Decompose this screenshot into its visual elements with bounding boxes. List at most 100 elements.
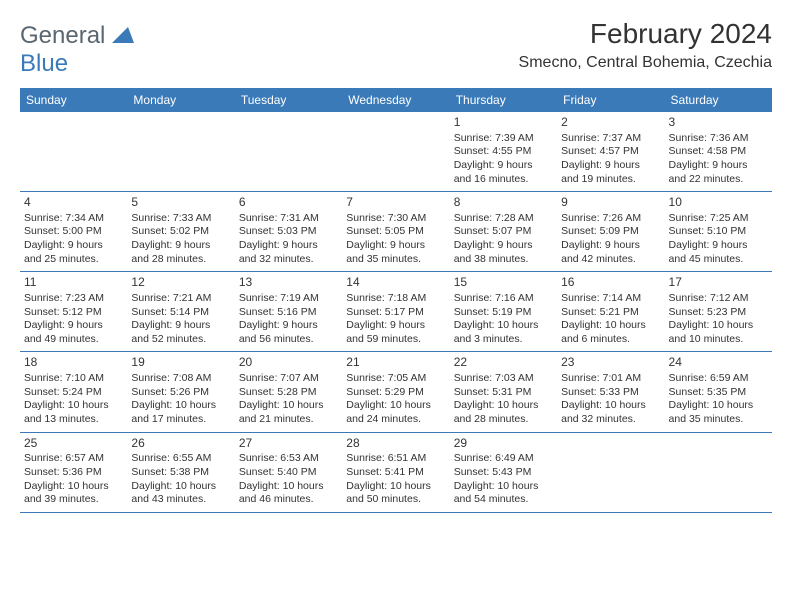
day-info-line: and 43 minutes. (131, 493, 230, 507)
day-cell: 17Sunrise: 7:12 AMSunset: 5:23 PMDayligh… (665, 272, 772, 351)
day-cell: 27Sunrise: 6:53 AMSunset: 5:40 PMDayligh… (235, 433, 342, 512)
day-cell: 21Sunrise: 7:05 AMSunset: 5:29 PMDayligh… (342, 352, 449, 431)
day-info-line: and 22 minutes. (669, 173, 768, 187)
day-info-line: Sunset: 5:40 PM (239, 466, 338, 480)
day-cell: 16Sunrise: 7:14 AMSunset: 5:21 PMDayligh… (557, 272, 664, 351)
day-info-line: Sunrise: 6:53 AM (239, 452, 338, 466)
day-info-line: Sunset: 5:24 PM (24, 386, 123, 400)
day-number: 27 (239, 436, 338, 452)
day-info-line: Daylight: 9 hours (346, 239, 445, 253)
day-number: 4 (24, 195, 123, 211)
day-info-line: Daylight: 10 hours (239, 480, 338, 494)
day-info-line: Sunrise: 7:21 AM (131, 292, 230, 306)
day-cell: 28Sunrise: 6:51 AMSunset: 5:41 PMDayligh… (342, 433, 449, 512)
day-cell: 13Sunrise: 7:19 AMSunset: 5:16 PMDayligh… (235, 272, 342, 351)
day-info-line: Sunset: 5:09 PM (561, 225, 660, 239)
day-info-line: and 35 minutes. (346, 253, 445, 267)
day-info-line: Daylight: 10 hours (669, 399, 768, 413)
day-number: 17 (669, 275, 768, 291)
day-info-line: Sunrise: 7:33 AM (131, 212, 230, 226)
day-info-line: and 39 minutes. (24, 493, 123, 507)
day-info-line: Sunset: 5:17 PM (346, 306, 445, 320)
day-cell (342, 112, 449, 191)
day-info-line: Sunset: 5:28 PM (239, 386, 338, 400)
day-number: 26 (131, 436, 230, 452)
day-info-line: and 45 minutes. (669, 253, 768, 267)
day-info-line: Daylight: 9 hours (131, 239, 230, 253)
weekday-header: Saturday (665, 93, 772, 107)
day-info-line: Sunrise: 6:55 AM (131, 452, 230, 466)
day-info-line: and 25 minutes. (24, 253, 123, 267)
day-number: 7 (346, 195, 445, 211)
day-info-line: Sunrise: 7:05 AM (346, 372, 445, 386)
day-info-line: Sunset: 5:26 PM (131, 386, 230, 400)
day-number: 11 (24, 275, 123, 291)
day-info-line: Daylight: 9 hours (131, 319, 230, 333)
day-info-line: Sunrise: 7:28 AM (454, 212, 553, 226)
day-info-line: Sunrise: 7:10 AM (24, 372, 123, 386)
day-info-line: Sunset: 5:43 PM (454, 466, 553, 480)
day-number: 3 (669, 115, 768, 131)
day-cell: 23Sunrise: 7:01 AMSunset: 5:33 PMDayligh… (557, 352, 664, 431)
weekday-header: Sunday (20, 93, 127, 107)
day-info-line: Sunset: 5:41 PM (346, 466, 445, 480)
day-cell: 11Sunrise: 7:23 AMSunset: 5:12 PMDayligh… (20, 272, 127, 351)
day-cell: 5Sunrise: 7:33 AMSunset: 5:02 PMDaylight… (127, 192, 234, 271)
day-info-line: Daylight: 10 hours (239, 399, 338, 413)
day-info-line: and 10 minutes. (669, 333, 768, 347)
header: General Blue February 2024 Smecno, Centr… (20, 18, 772, 78)
day-info-line: Sunset: 5:12 PM (24, 306, 123, 320)
day-info-line: Sunrise: 7:30 AM (346, 212, 445, 226)
day-info-line: Sunrise: 7:34 AM (24, 212, 123, 226)
day-cell: 9Sunrise: 7:26 AMSunset: 5:09 PMDaylight… (557, 192, 664, 271)
day-cell: 15Sunrise: 7:16 AMSunset: 5:19 PMDayligh… (450, 272, 557, 351)
weekday-header: Thursday (450, 93, 557, 107)
day-number: 10 (669, 195, 768, 211)
day-number: 28 (346, 436, 445, 452)
day-info-line: Sunrise: 6:57 AM (24, 452, 123, 466)
logo-text-general: General (20, 22, 105, 49)
day-cell (20, 112, 127, 191)
day-info-line: Sunrise: 7:26 AM (561, 212, 660, 226)
day-number: 13 (239, 275, 338, 291)
day-cell (665, 433, 772, 512)
day-info-line: and 28 minutes. (454, 413, 553, 427)
day-info-line: Sunset: 4:55 PM (454, 145, 553, 159)
day-number: 6 (239, 195, 338, 211)
day-number: 25 (24, 436, 123, 452)
day-info-line: Daylight: 9 hours (239, 319, 338, 333)
day-info-line: Daylight: 9 hours (24, 239, 123, 253)
day-info-line: Daylight: 10 hours (131, 399, 230, 413)
day-info-line: Daylight: 10 hours (131, 480, 230, 494)
day-number: 20 (239, 355, 338, 371)
day-cell (127, 112, 234, 191)
day-cell: 24Sunrise: 6:59 AMSunset: 5:35 PMDayligh… (665, 352, 772, 431)
day-number: 18 (24, 355, 123, 371)
day-info-line: Sunrise: 6:59 AM (669, 372, 768, 386)
month-title: February 2024 (519, 18, 772, 50)
day-info-line: Sunrise: 6:51 AM (346, 452, 445, 466)
day-info-line: Daylight: 9 hours (669, 239, 768, 253)
day-info-line: Sunset: 5:14 PM (131, 306, 230, 320)
day-info-line: and 49 minutes. (24, 333, 123, 347)
day-info-line: Sunrise: 7:14 AM (561, 292, 660, 306)
day-info-line: Sunrise: 7:36 AM (669, 132, 768, 146)
weeks-container: 1Sunrise: 7:39 AMSunset: 4:55 PMDaylight… (20, 112, 772, 513)
day-info-line: Daylight: 9 hours (669, 159, 768, 173)
day-info-line: and 32 minutes. (561, 413, 660, 427)
day-number: 8 (454, 195, 553, 211)
day-info-line: and 19 minutes. (561, 173, 660, 187)
day-info-line: Sunset: 5:23 PM (669, 306, 768, 320)
day-info-line: Daylight: 9 hours (454, 159, 553, 173)
day-number: 22 (454, 355, 553, 371)
day-number: 5 (131, 195, 230, 211)
day-number: 1 (454, 115, 553, 131)
day-info-line: Daylight: 9 hours (454, 239, 553, 253)
day-info-line: Sunset: 5:10 PM (669, 225, 768, 239)
weekday-header: Tuesday (235, 93, 342, 107)
day-info-line: and 3 minutes. (454, 333, 553, 347)
day-info-line: Sunrise: 7:18 AM (346, 292, 445, 306)
day-number: 14 (346, 275, 445, 291)
day-cell: 20Sunrise: 7:07 AMSunset: 5:28 PMDayligh… (235, 352, 342, 431)
day-info-line: Sunrise: 7:12 AM (669, 292, 768, 306)
